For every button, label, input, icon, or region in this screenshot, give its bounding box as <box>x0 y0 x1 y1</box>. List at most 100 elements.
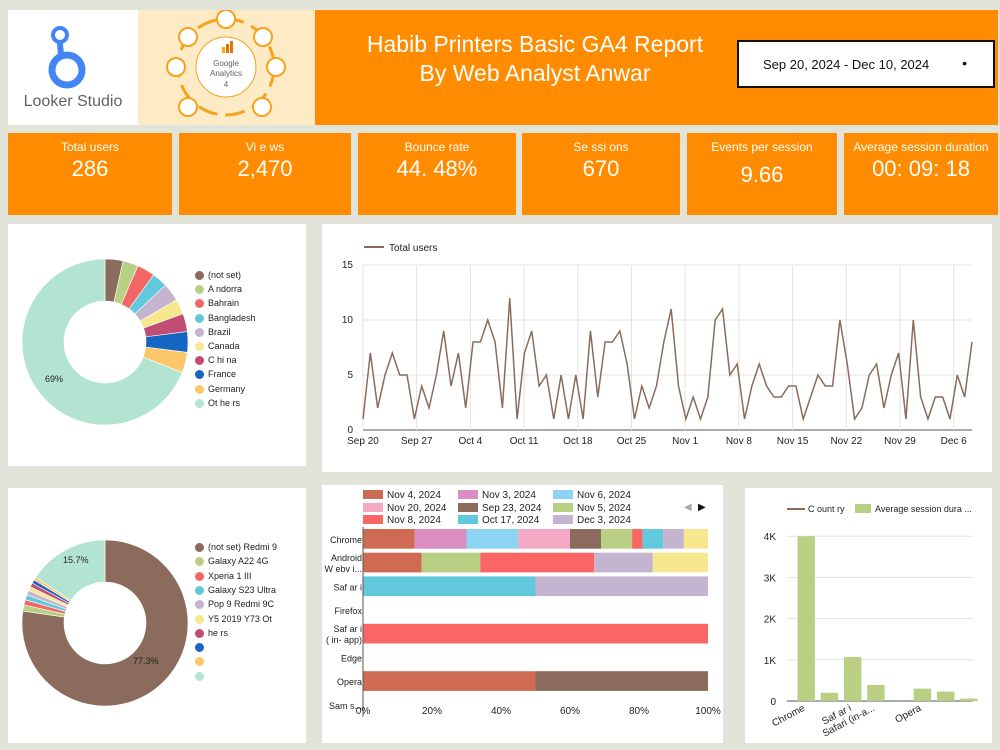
y-tick-label: 1K <box>764 656 777 667</box>
legend-label: Nov 5, 2024 <box>577 503 631 514</box>
scorecard-value: 9.66 <box>740 162 784 187</box>
bar-avg-session-duration <box>797 536 815 701</box>
category-label: W ebv i... <box>324 564 362 574</box>
x-tick-label: Opera <box>894 703 924 726</box>
users-line-chart-panel: 0 5 10 15 Sep 20 Sep 27 Oct 4 Oct 11 Oct 18 Oct 2… <box>322 224 992 472</box>
legend-dot <box>195 614 204 624</box>
device-donut-slice-9 <box>35 539 106 601</box>
legend-label: A ndorra <box>208 284 243 295</box>
legend-label: Nov 20, 2024 <box>387 503 447 514</box>
legend-dot <box>195 643 204 653</box>
x-tick-label: 20% <box>422 706 442 717</box>
bar-segment <box>535 576 708 597</box>
ga-text-3: 4 <box>224 80 229 89</box>
legend-dot <box>195 571 204 581</box>
x-tick-label: Sep 20 <box>347 436 379 447</box>
legend-dot <box>195 342 204 351</box>
bar-segment <box>480 552 595 573</box>
scorecard-sessions: Se ssi ons 670 <box>522 133 680 215</box>
legend-dot <box>195 585 204 595</box>
y-tick-label: 2K <box>764 615 777 626</box>
legend-label: Pop 9 Redmi 9C <box>208 599 275 610</box>
legend-next-icon: ▶ <box>698 502 706 513</box>
legend-dot <box>195 671 204 681</box>
date-range-value: Sep 20, 2024 - Dec 10, 2024 <box>763 57 930 72</box>
date-range-picker[interactable]: Sep 20, 2024 - Dec 10, 2024 • <box>737 40 995 88</box>
legend-label: he rs <box>208 627 229 638</box>
scorecard-views: Vi e ws 2,470 <box>179 133 351 215</box>
legend-label: Oct 17, 2024 <box>482 515 540 526</box>
bar-segment <box>421 552 481 573</box>
legend-label: Ot he rs <box>208 397 241 408</box>
bar-segment <box>642 529 664 549</box>
bar-avg-session-duration <box>820 692 839 701</box>
bar-avg-session-duration <box>936 691 955 701</box>
scorecard-label: Total users <box>60 140 120 154</box>
bar-segment <box>363 552 422 573</box>
legend-label: Galaxy S23 Ultra <box>208 584 277 595</box>
legend-swatch <box>855 504 871 513</box>
legend-dot <box>195 543 204 552</box>
category-label: Android <box>331 553 362 563</box>
category-label: Saf ar i <box>333 624 362 634</box>
category-label: Chrome <box>330 535 362 545</box>
legend-label: C hi na <box>208 355 237 366</box>
legend-swatch <box>458 490 478 499</box>
bar-segment <box>652 552 708 573</box>
country-donut-slice-9 <box>21 258 183 426</box>
y-tick-label: 10 <box>342 315 354 326</box>
legend-label: Bahrain <box>208 298 240 309</box>
legend-dot <box>195 557 204 567</box>
legend-swatch <box>458 503 478 512</box>
legend-dot <box>195 384 204 394</box>
legend-label: Total users <box>389 243 437 254</box>
bar-avg-session-duration <box>960 698 978 701</box>
users-line-chart: 0 5 10 15 Sep 20 Sep 27 Oct 4 Oct 11 Oct 18 Oct 2… <box>342 243 973 447</box>
legend-dot <box>195 657 204 667</box>
scorecard-value: 2,470 <box>237 156 293 181</box>
legend-dot <box>195 271 204 280</box>
legend-swatch <box>553 490 573 499</box>
x-tick-label: 40% <box>491 706 511 717</box>
legend-dot <box>195 285 204 295</box>
ga-text-2: Analytics <box>210 69 242 78</box>
series-line-total-users <box>362 297 973 422</box>
scorecard-bounce-rate: Bounce rate 44. 48% <box>358 133 516 215</box>
scorecard-total-users: Total users 286 <box>8 133 172 215</box>
bar-avg-session-duration <box>867 684 885 701</box>
x-tick-label: 0% <box>356 706 371 717</box>
legend-swatch <box>458 515 478 524</box>
x-tick-label: 100% <box>695 706 721 717</box>
browser-stacked-bar-chart: Nov 4, 2024 Nov 3, 2024 Nov 6, 2024 Nov 20,… <box>324 490 721 717</box>
legend-dot <box>195 299 204 309</box>
scorecard-label: Vi e ws <box>245 140 285 154</box>
bar-segment <box>570 529 602 549</box>
y-tick-label: 4K <box>764 532 777 543</box>
x-tick-label: Nov 22 <box>830 436 862 447</box>
y-tick-label: 0 <box>347 425 353 436</box>
bar-avg-session-duration <box>843 656 862 701</box>
legend-dot <box>195 628 204 638</box>
x-tick-label: Oct 18 <box>563 436 593 447</box>
legend-label: Nov 4, 2024 <box>387 490 441 501</box>
legend-label: Canada <box>208 341 240 351</box>
legend-dot <box>195 356 204 366</box>
legend-swatch <box>553 515 573 524</box>
legend-label: Nov 3, 2024 <box>482 490 536 501</box>
legend-label: Y5 2019 Y73 Ot <box>208 613 272 624</box>
browser-stacked-bar-panel: Nov 4, 2024 Nov 3, 2024 Nov 6, 2024 Nov 20,… <box>322 485 723 743</box>
header-banner: Habib Printers Basic GA4 Report By Web A… <box>315 10 998 125</box>
legend-label: France <box>208 369 237 380</box>
bar-segment <box>363 576 536 597</box>
legend-label: C ount ry <box>808 504 845 514</box>
legend-label: Nov 8, 2024 <box>387 515 441 526</box>
x-tick-label: 60% <box>560 706 580 717</box>
y-tick-label: 15 <box>342 260 354 271</box>
scorecard-avg-session-duration: Average session duration 00: 09: 18 <box>844 133 998 215</box>
device-pct-others: 15.7% <box>63 555 89 565</box>
logo-panel: Looker Studio <box>8 10 138 125</box>
category-label: Sam s... <box>329 701 362 711</box>
legend-dot <box>195 370 204 380</box>
legend-label: Xperia 1 III <box>208 570 252 581</box>
